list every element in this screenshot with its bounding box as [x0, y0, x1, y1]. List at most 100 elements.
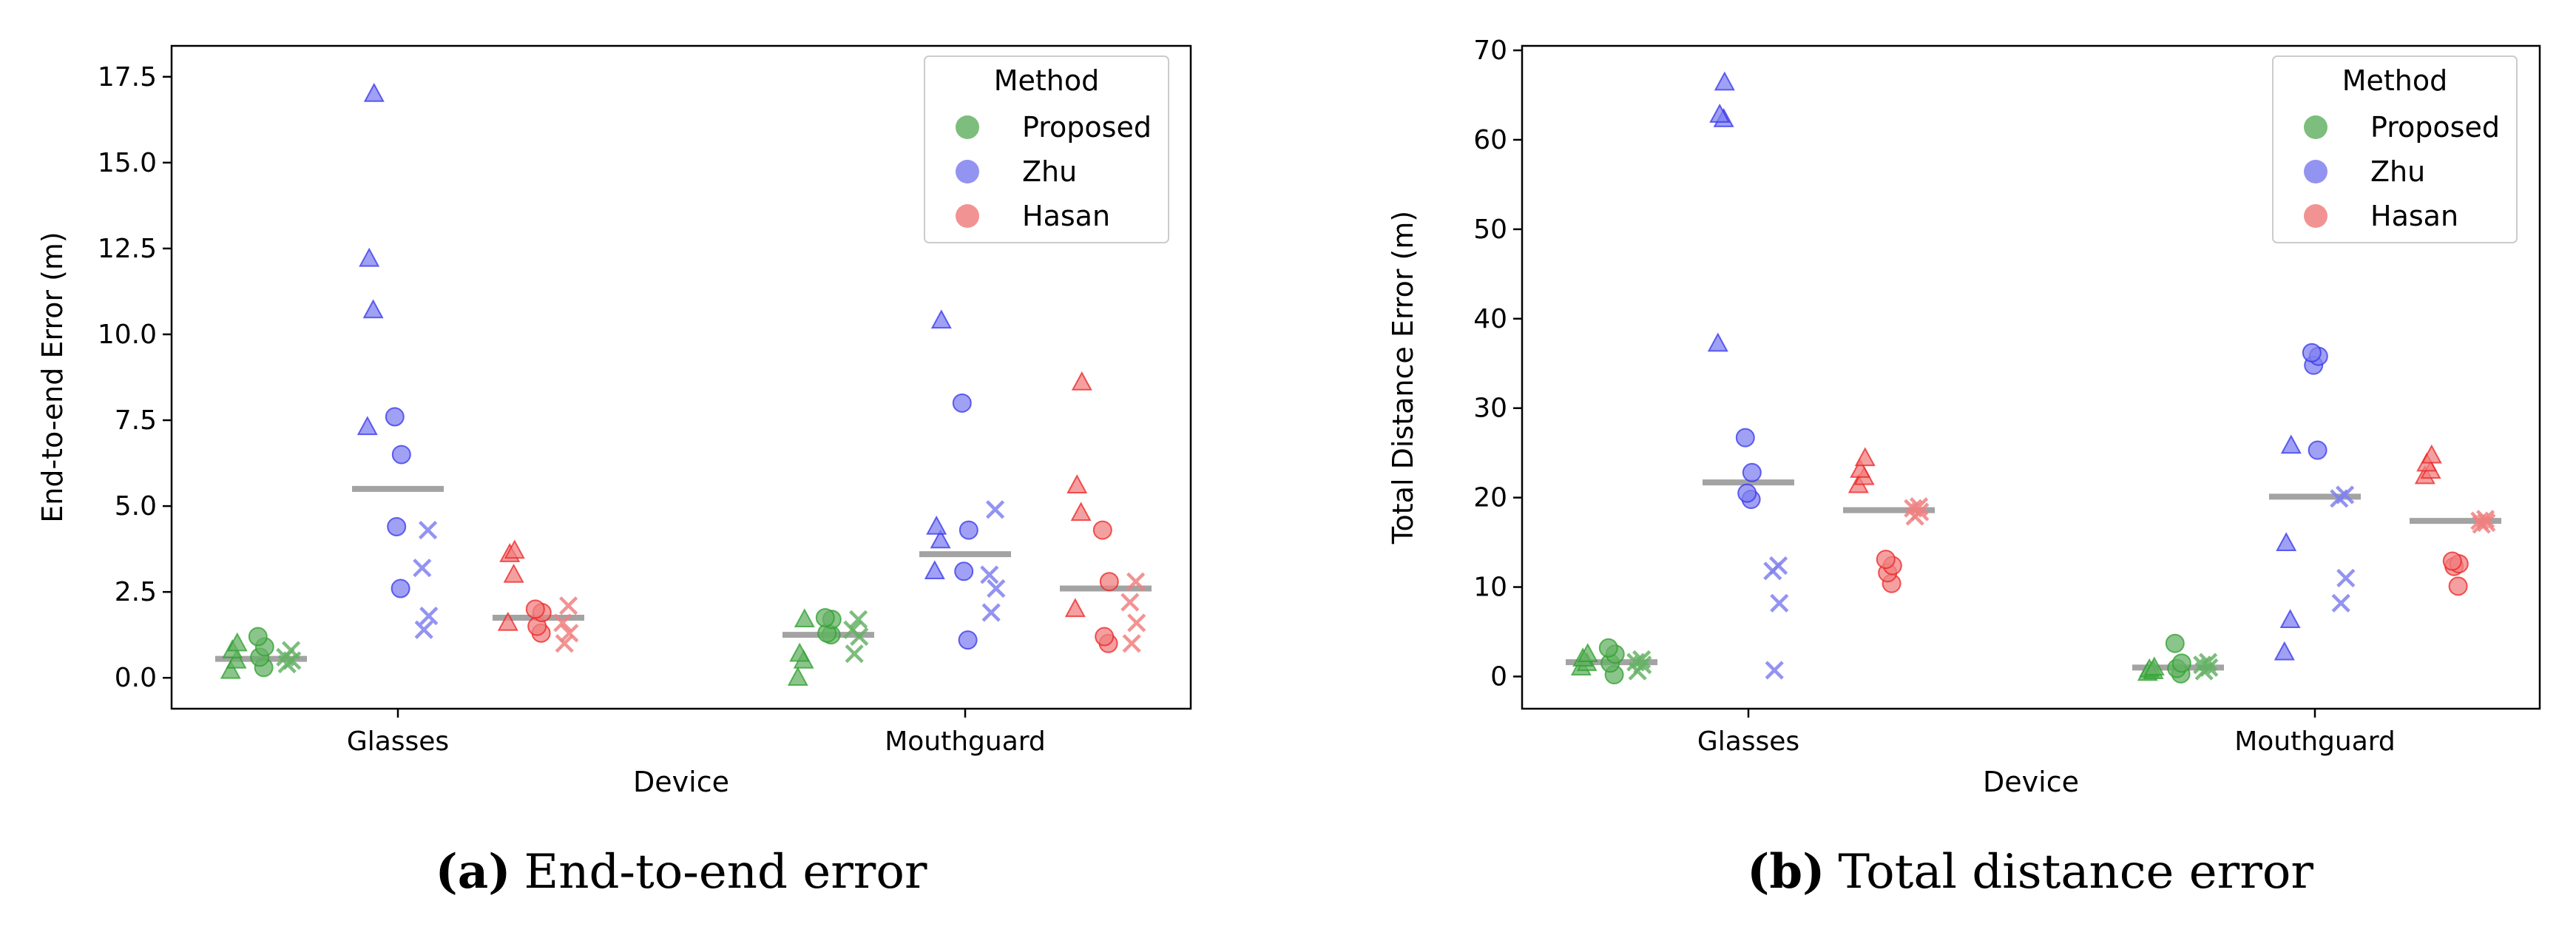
cross-point — [553, 613, 572, 633]
y-tick-label: 0 — [1490, 661, 1507, 692]
x-tick-label: Mouthguard — [885, 726, 1046, 757]
triangle-point — [1064, 598, 1086, 618]
legend-label-proposed: Proposed — [1022, 111, 1152, 144]
y-tick-label: 17.5 — [98, 62, 157, 92]
circle-point — [391, 445, 411, 465]
triangle-point — [1707, 332, 1728, 352]
legend-marker-proposed — [956, 115, 979, 139]
triangle-point — [2276, 532, 2297, 552]
cross-point — [419, 607, 439, 626]
circle-point — [1742, 462, 1762, 482]
series-zhu-mouthguard — [2269, 343, 2361, 661]
circle-point — [1876, 550, 1896, 570]
y-tick-label: 40 — [1473, 304, 1507, 334]
y-tick-label: 12.5 — [98, 234, 157, 264]
triangle-point — [1850, 459, 1871, 478]
chart-panel-b: 0 10 20 30 40 50 60 70 Glasses Mouthguard Device To… — [1387, 36, 2541, 900]
triangle-point — [1577, 643, 1598, 662]
cross-point — [560, 624, 579, 643]
chart-panel-a: 0.0 2.5 5.0 7.5 10.0 12.5 15.0 17.5 Glasses Mouth… — [36, 44, 1192, 900]
triangle-point — [226, 649, 247, 669]
cross-point — [413, 559, 432, 578]
cross-point — [1770, 593, 1789, 613]
legend-box — [924, 55, 1169, 243]
triangle-point — [924, 560, 945, 580]
y-tick-label: 70 — [1473, 36, 1507, 66]
triangle-point — [789, 642, 811, 662]
circle-point — [391, 579, 410, 598]
series-proposed-mouthguard — [782, 607, 874, 686]
legend: Method Proposed Zhu Hasan — [2272, 55, 2518, 243]
legend-label-hasan: Hasan — [2370, 200, 2458, 232]
circle-point — [2308, 440, 2327, 460]
cross-point — [1122, 634, 1141, 653]
cross-point — [559, 596, 578, 615]
series-hasan-glasses — [1843, 447, 1935, 593]
cross-point — [1769, 556, 1788, 576]
circle-point — [387, 516, 407, 536]
cross-point — [849, 610, 868, 629]
series-zhu-glasses — [352, 82, 444, 639]
cross-point — [1632, 650, 1652, 670]
cross-point — [2477, 513, 2496, 533]
cross-point — [1626, 652, 1646, 672]
x-axis-title: Device — [1983, 766, 2079, 798]
triangle-point — [2280, 434, 2302, 454]
caption-text: End-to-end error — [524, 845, 927, 900]
triangle-point — [2279, 609, 2301, 629]
triangle-point — [503, 563, 524, 583]
triangle-point — [1714, 71, 1735, 91]
y-axis-title: End-to-end Error (m) — [36, 232, 69, 523]
circle-point — [1099, 572, 1119, 592]
cross-point — [1904, 499, 1923, 518]
x-tick-label: Glasses — [347, 726, 449, 757]
circle-point — [1092, 520, 1112, 540]
circle-point — [1735, 428, 1755, 448]
y-tick-label: 60 — [1473, 125, 1507, 155]
cross-point — [2336, 485, 2355, 505]
circle-point — [1095, 627, 1115, 647]
caption-letter: (a) — [435, 844, 510, 900]
caption-letter: (b) — [1747, 844, 1825, 900]
triangle-point — [2421, 444, 2442, 464]
series-hasan-mouthguard — [2410, 444, 2501, 596]
cross-point — [1765, 661, 1784, 680]
legend-title: Method — [994, 64, 1100, 97]
figure-caption: (b) Total distance error — [1747, 844, 2313, 900]
caption-text: Total distance error — [1838, 845, 2313, 900]
triangle-point — [497, 611, 518, 631]
cross-point — [2331, 593, 2350, 613]
y-tick-label: 10.0 — [98, 320, 157, 350]
triangle-point — [2143, 656, 2165, 676]
legend-box — [2272, 55, 2518, 243]
series-hasan-mouthguard — [1060, 371, 1152, 653]
circle-point — [1737, 483, 1757, 503]
triangle-point — [930, 529, 951, 549]
series-proposed-glasses — [1566, 638, 1657, 685]
y-tick-label: 2.5 — [115, 577, 157, 607]
cross-point — [1120, 593, 1140, 612]
legend-label-zhu: Zhu — [1022, 155, 1077, 188]
legend-marker-hasan — [2304, 204, 2327, 228]
cross-point — [282, 641, 301, 660]
cross-point — [419, 521, 438, 540]
triangle-point — [1709, 104, 1731, 123]
triangle-point — [1071, 371, 1092, 391]
legend-marker-hasan — [956, 204, 979, 228]
plot-frame — [1521, 44, 2541, 710]
circle-point — [2171, 653, 2191, 673]
circle-point — [248, 627, 268, 647]
legend-label-zhu: Zhu — [2370, 155, 2425, 188]
triangle-point — [220, 659, 241, 679]
triangle-point — [930, 309, 952, 329]
triangle-point — [794, 608, 815, 628]
circle-point — [2448, 576, 2468, 596]
x-axis-title: Device — [633, 766, 729, 798]
cross-point — [981, 603, 1001, 622]
circle-point — [958, 630, 978, 650]
cross-point — [2193, 655, 2212, 675]
triangle-point — [362, 299, 384, 319]
figure-caption: (a) End-to-end error — [435, 844, 927, 900]
circle-point — [2442, 551, 2462, 571]
